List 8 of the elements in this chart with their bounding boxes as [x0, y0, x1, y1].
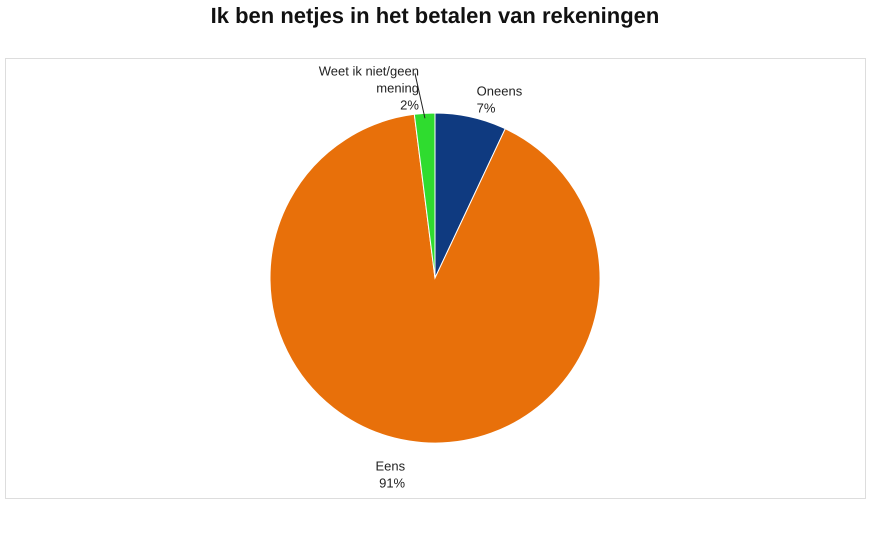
slice-label: Weet ik niet/geen mening: [318, 63, 419, 96]
data-label: 91%: [379, 476, 406, 491]
slice-label: Eens: [375, 458, 406, 474]
pie-slice: [270, 114, 600, 444]
chart-title: Ik ben netjes in het betalen van rekeningen: [210, 3, 660, 28]
slice-label: Oneens: [476, 84, 523, 99]
data-label: 7%: [476, 100, 496, 116]
data-label: 2%: [400, 97, 420, 112]
